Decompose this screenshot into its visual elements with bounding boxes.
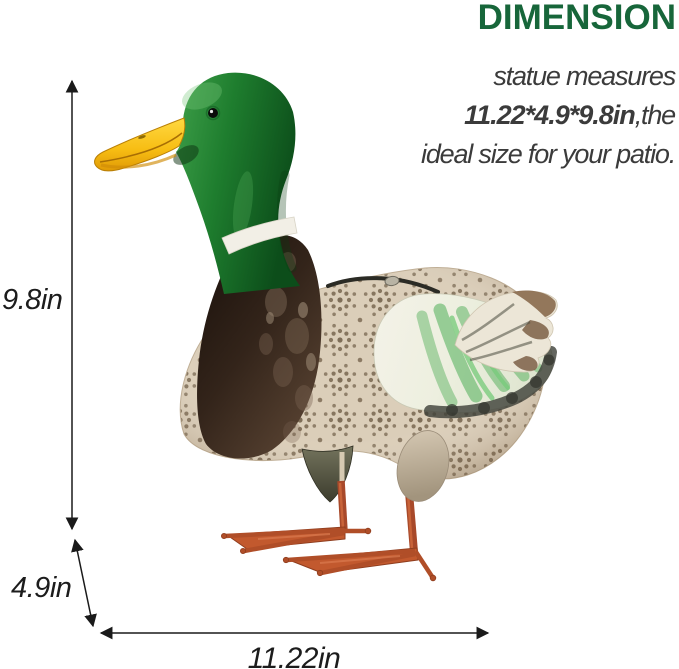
description-line2-suffix: ,the <box>634 100 676 130</box>
beak-nostril <box>138 135 146 139</box>
duck-statue <box>94 72 558 582</box>
back-wire <box>326 276 440 294</box>
neck-highlight <box>232 171 254 239</box>
description-line2: 11.22*4.9*9.8in,the <box>421 96 676 135</box>
tail-feathers <box>454 290 558 373</box>
neck-ring <box>221 216 298 255</box>
duck-left-leg-foot <box>220 480 372 555</box>
wire-clasp <box>384 275 400 287</box>
duck-eye <box>205 105 221 121</box>
dimensions-value: 11.22*4.9*9.8in <box>464 100 636 130</box>
head-highlight <box>182 82 222 110</box>
height-measurement-label: 9.8in <box>2 284 63 316</box>
description-line1: statue measures <box>493 61 676 91</box>
wing-tip-scallops <box>446 354 555 416</box>
depth-measurement-label: 4.9in <box>11 572 72 604</box>
duck-head-neck <box>173 72 300 294</box>
description-text: statue measures 11.22*4.9*9.8in,the idea… <box>421 57 676 174</box>
duck-beak <box>94 117 186 172</box>
duck-thigh <box>396 430 450 502</box>
duck-right-leg-foot <box>282 491 437 582</box>
width-measurement-label: 11.22in <box>247 642 341 669</box>
description-line3: ideal size for your patio. <box>421 139 676 169</box>
page-title: DIMENSION <box>477 0 676 37</box>
chin-shadow <box>173 145 199 165</box>
depth-arrow <box>71 538 97 628</box>
